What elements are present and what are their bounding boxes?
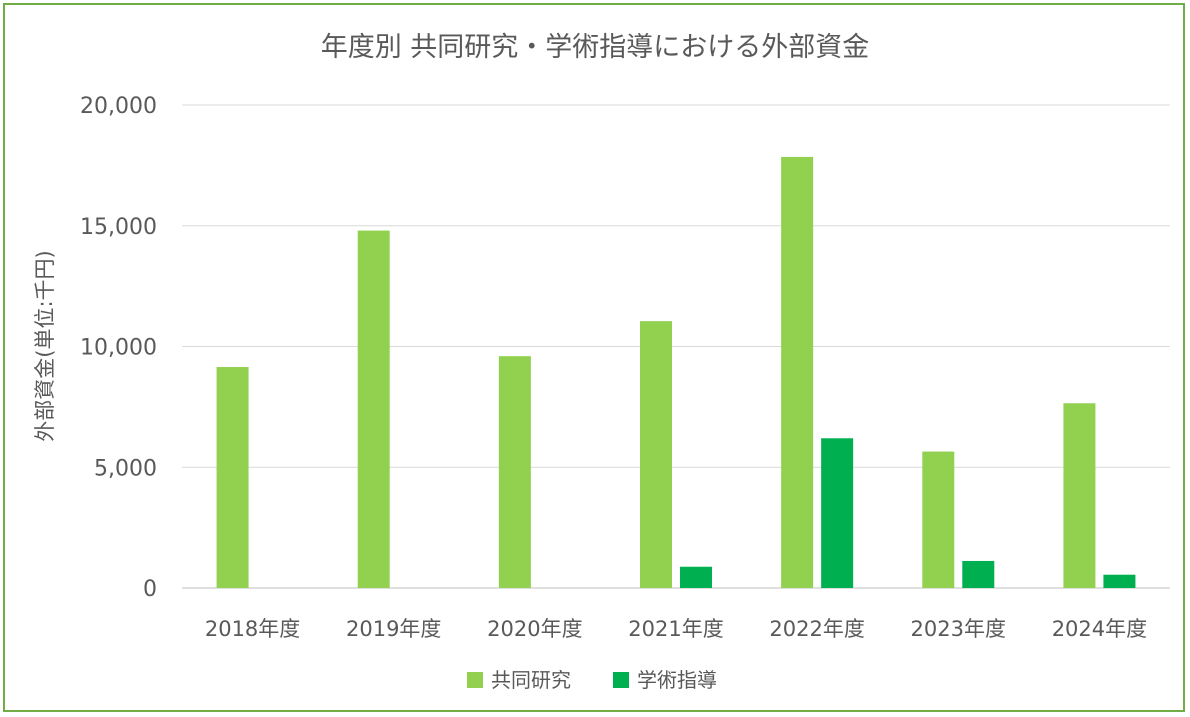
x-axis-labels: 2018年度 2019年度 2020年度 2021年度 2022年度 2023年度 2024… bbox=[205, 617, 1147, 641]
y-tick-label: 15,000 bbox=[80, 215, 157, 240]
bar-joint-research bbox=[922, 451, 955, 588]
x-tick-label: 2019年度 bbox=[346, 617, 441, 641]
x-tick-label: 2021年度 bbox=[628, 617, 723, 641]
y-tick-label: 0 bbox=[143, 577, 157, 602]
chart-title: 年度別 共同研究・学術指導における外部資金 bbox=[321, 32, 870, 63]
y-tick-label: 5,000 bbox=[94, 456, 157, 481]
x-tick-label: 2020年度 bbox=[487, 617, 582, 641]
bar-joint-research bbox=[1063, 403, 1096, 588]
x-tick-label: 2023年度 bbox=[911, 617, 1006, 641]
bar-joint-research bbox=[640, 321, 672, 588]
bar-joint-research bbox=[781, 156, 814, 589]
bar-joint-research bbox=[357, 230, 390, 588]
legend-label: 共同研究 bbox=[491, 668, 571, 692]
y-axis-ticks: 0 5,000 10,000 15,000 20,000 bbox=[80, 94, 157, 602]
x-tick-label: 2024年度 bbox=[1052, 617, 1147, 641]
legend-swatch bbox=[613, 672, 629, 688]
bar-joint-research bbox=[498, 356, 531, 588]
bar-academic-guidance bbox=[962, 560, 995, 588]
legend-swatch bbox=[467, 672, 483, 688]
x-tick-label: 2018年度 bbox=[205, 617, 300, 641]
y-axis-title: 外部資金(単位:千円) bbox=[33, 250, 57, 441]
x-tick-label: 2022年度 bbox=[769, 617, 864, 641]
bar-academic-guidance bbox=[821, 438, 854, 588]
bar-academic-guidance bbox=[1103, 574, 1136, 588]
chart-frame bbox=[3, 3, 1185, 712]
legend-label: 学術指導 bbox=[637, 668, 717, 692]
bar-joint-research bbox=[216, 367, 249, 588]
gridlines bbox=[182, 104, 1170, 589]
bar-academic-guidance bbox=[680, 566, 712, 588]
legend: 共同研究 学術指導 bbox=[467, 668, 717, 692]
y-tick-label: 20,000 bbox=[80, 94, 157, 119]
bars bbox=[216, 156, 1136, 589]
y-tick-label: 10,000 bbox=[80, 336, 157, 361]
